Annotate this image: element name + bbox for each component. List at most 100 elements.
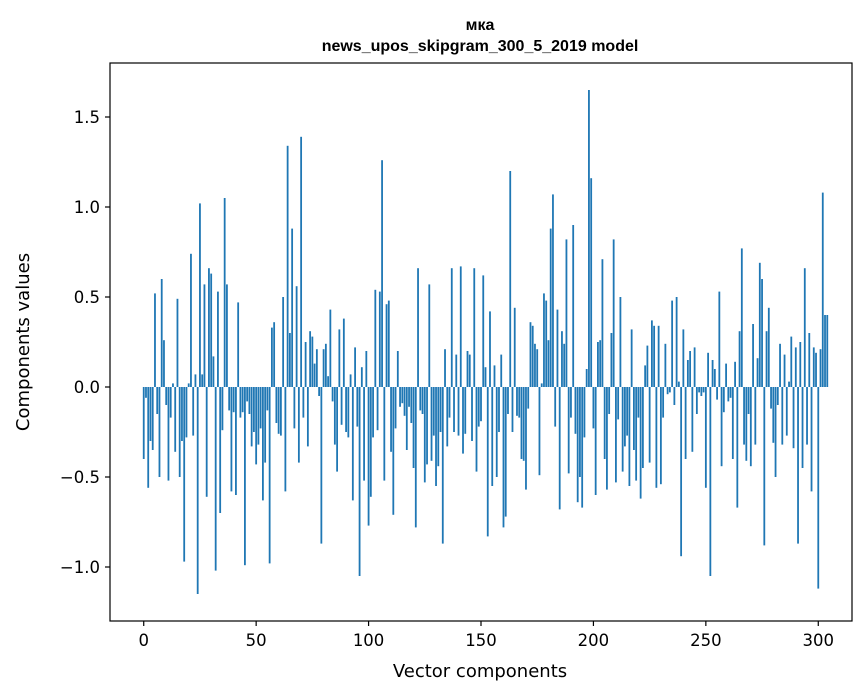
bar (612, 239, 615, 387)
bar (244, 387, 246, 566)
bar (565, 239, 568, 387)
bar (556, 309, 559, 387)
bar (450, 268, 453, 387)
bar (585, 369, 588, 387)
bar (579, 387, 581, 477)
bar (653, 325, 656, 387)
bar (315, 349, 318, 387)
y-tick-label: 0.5 (74, 288, 100, 307)
bar (507, 387, 509, 414)
bar (396, 351, 399, 387)
bar (810, 387, 813, 492)
bar (351, 387, 354, 501)
bar (637, 387, 640, 418)
bar (293, 387, 296, 429)
bar (417, 268, 419, 387)
bar (345, 387, 347, 432)
bar (731, 387, 734, 459)
y-axis-ticks: −1.0 −0.5 0.0 0.5 1.0 1.5 (60, 108, 110, 577)
bar (648, 387, 651, 463)
bar (644, 365, 647, 387)
bar (799, 342, 802, 387)
bar (686, 360, 689, 387)
bar (695, 387, 698, 414)
bar (295, 286, 298, 387)
bar (192, 387, 195, 436)
bar (774, 387, 777, 477)
y-tick-label: −1.0 (60, 558, 100, 577)
bar (183, 387, 186, 562)
bar (160, 279, 163, 387)
bar (592, 387, 595, 429)
x-tick-label: 100 (353, 631, 385, 650)
y-axis-label: Components values (13, 253, 34, 431)
bar (428, 284, 431, 387)
bar (819, 349, 822, 387)
bar (606, 387, 608, 490)
bar (441, 387, 444, 544)
bar (700, 387, 703, 396)
bar (675, 297, 678, 387)
bar (716, 387, 718, 400)
bar (817, 387, 820, 589)
bar (342, 318, 345, 387)
bar (457, 387, 460, 436)
bar (232, 387, 235, 413)
bar (520, 387, 523, 459)
bar (259, 387, 262, 429)
bar (781, 387, 784, 445)
chart-subtitle: news_upos_skipgram_300_5_2019 model (322, 38, 639, 55)
bar (633, 387, 635, 450)
bar (203, 284, 206, 387)
bar (527, 387, 530, 409)
bar (626, 387, 629, 436)
bar (210, 273, 213, 387)
bar (320, 387, 323, 544)
bar (736, 387, 739, 508)
bar (423, 387, 426, 483)
bar (306, 387, 309, 447)
bar (239, 387, 242, 418)
bar (684, 387, 687, 459)
bar (693, 347, 696, 387)
bar (250, 387, 253, 447)
bar (426, 387, 428, 465)
bar (405, 387, 408, 450)
x-tick-label: 200 (578, 631, 610, 650)
bar (776, 387, 779, 405)
bar (367, 387, 370, 526)
bar (347, 387, 350, 438)
chart-title: мка (466, 17, 495, 34)
bar (513, 307, 516, 387)
bar (482, 275, 485, 387)
bar (704, 387, 707, 488)
bar (815, 352, 817, 387)
bar (151, 387, 154, 450)
bar (738, 331, 741, 387)
bar (599, 340, 602, 387)
bar (383, 387, 386, 481)
bar (588, 90, 590, 387)
bar (772, 387, 775, 443)
bar (601, 259, 604, 387)
bar (743, 387, 745, 445)
bar (167, 387, 170, 481)
bar (745, 387, 748, 461)
bar (576, 387, 579, 503)
bar (581, 387, 584, 508)
bar (226, 284, 228, 387)
bar (194, 374, 197, 387)
bar (262, 387, 264, 501)
bar (190, 253, 192, 387)
bar (354, 347, 356, 387)
bar (826, 315, 829, 387)
bar (570, 387, 572, 418)
bar (158, 387, 161, 477)
bar (552, 194, 554, 387)
bar (583, 387, 586, 438)
bar (509, 171, 512, 387)
bar (156, 387, 159, 414)
bar (291, 228, 294, 387)
bar (268, 387, 271, 564)
